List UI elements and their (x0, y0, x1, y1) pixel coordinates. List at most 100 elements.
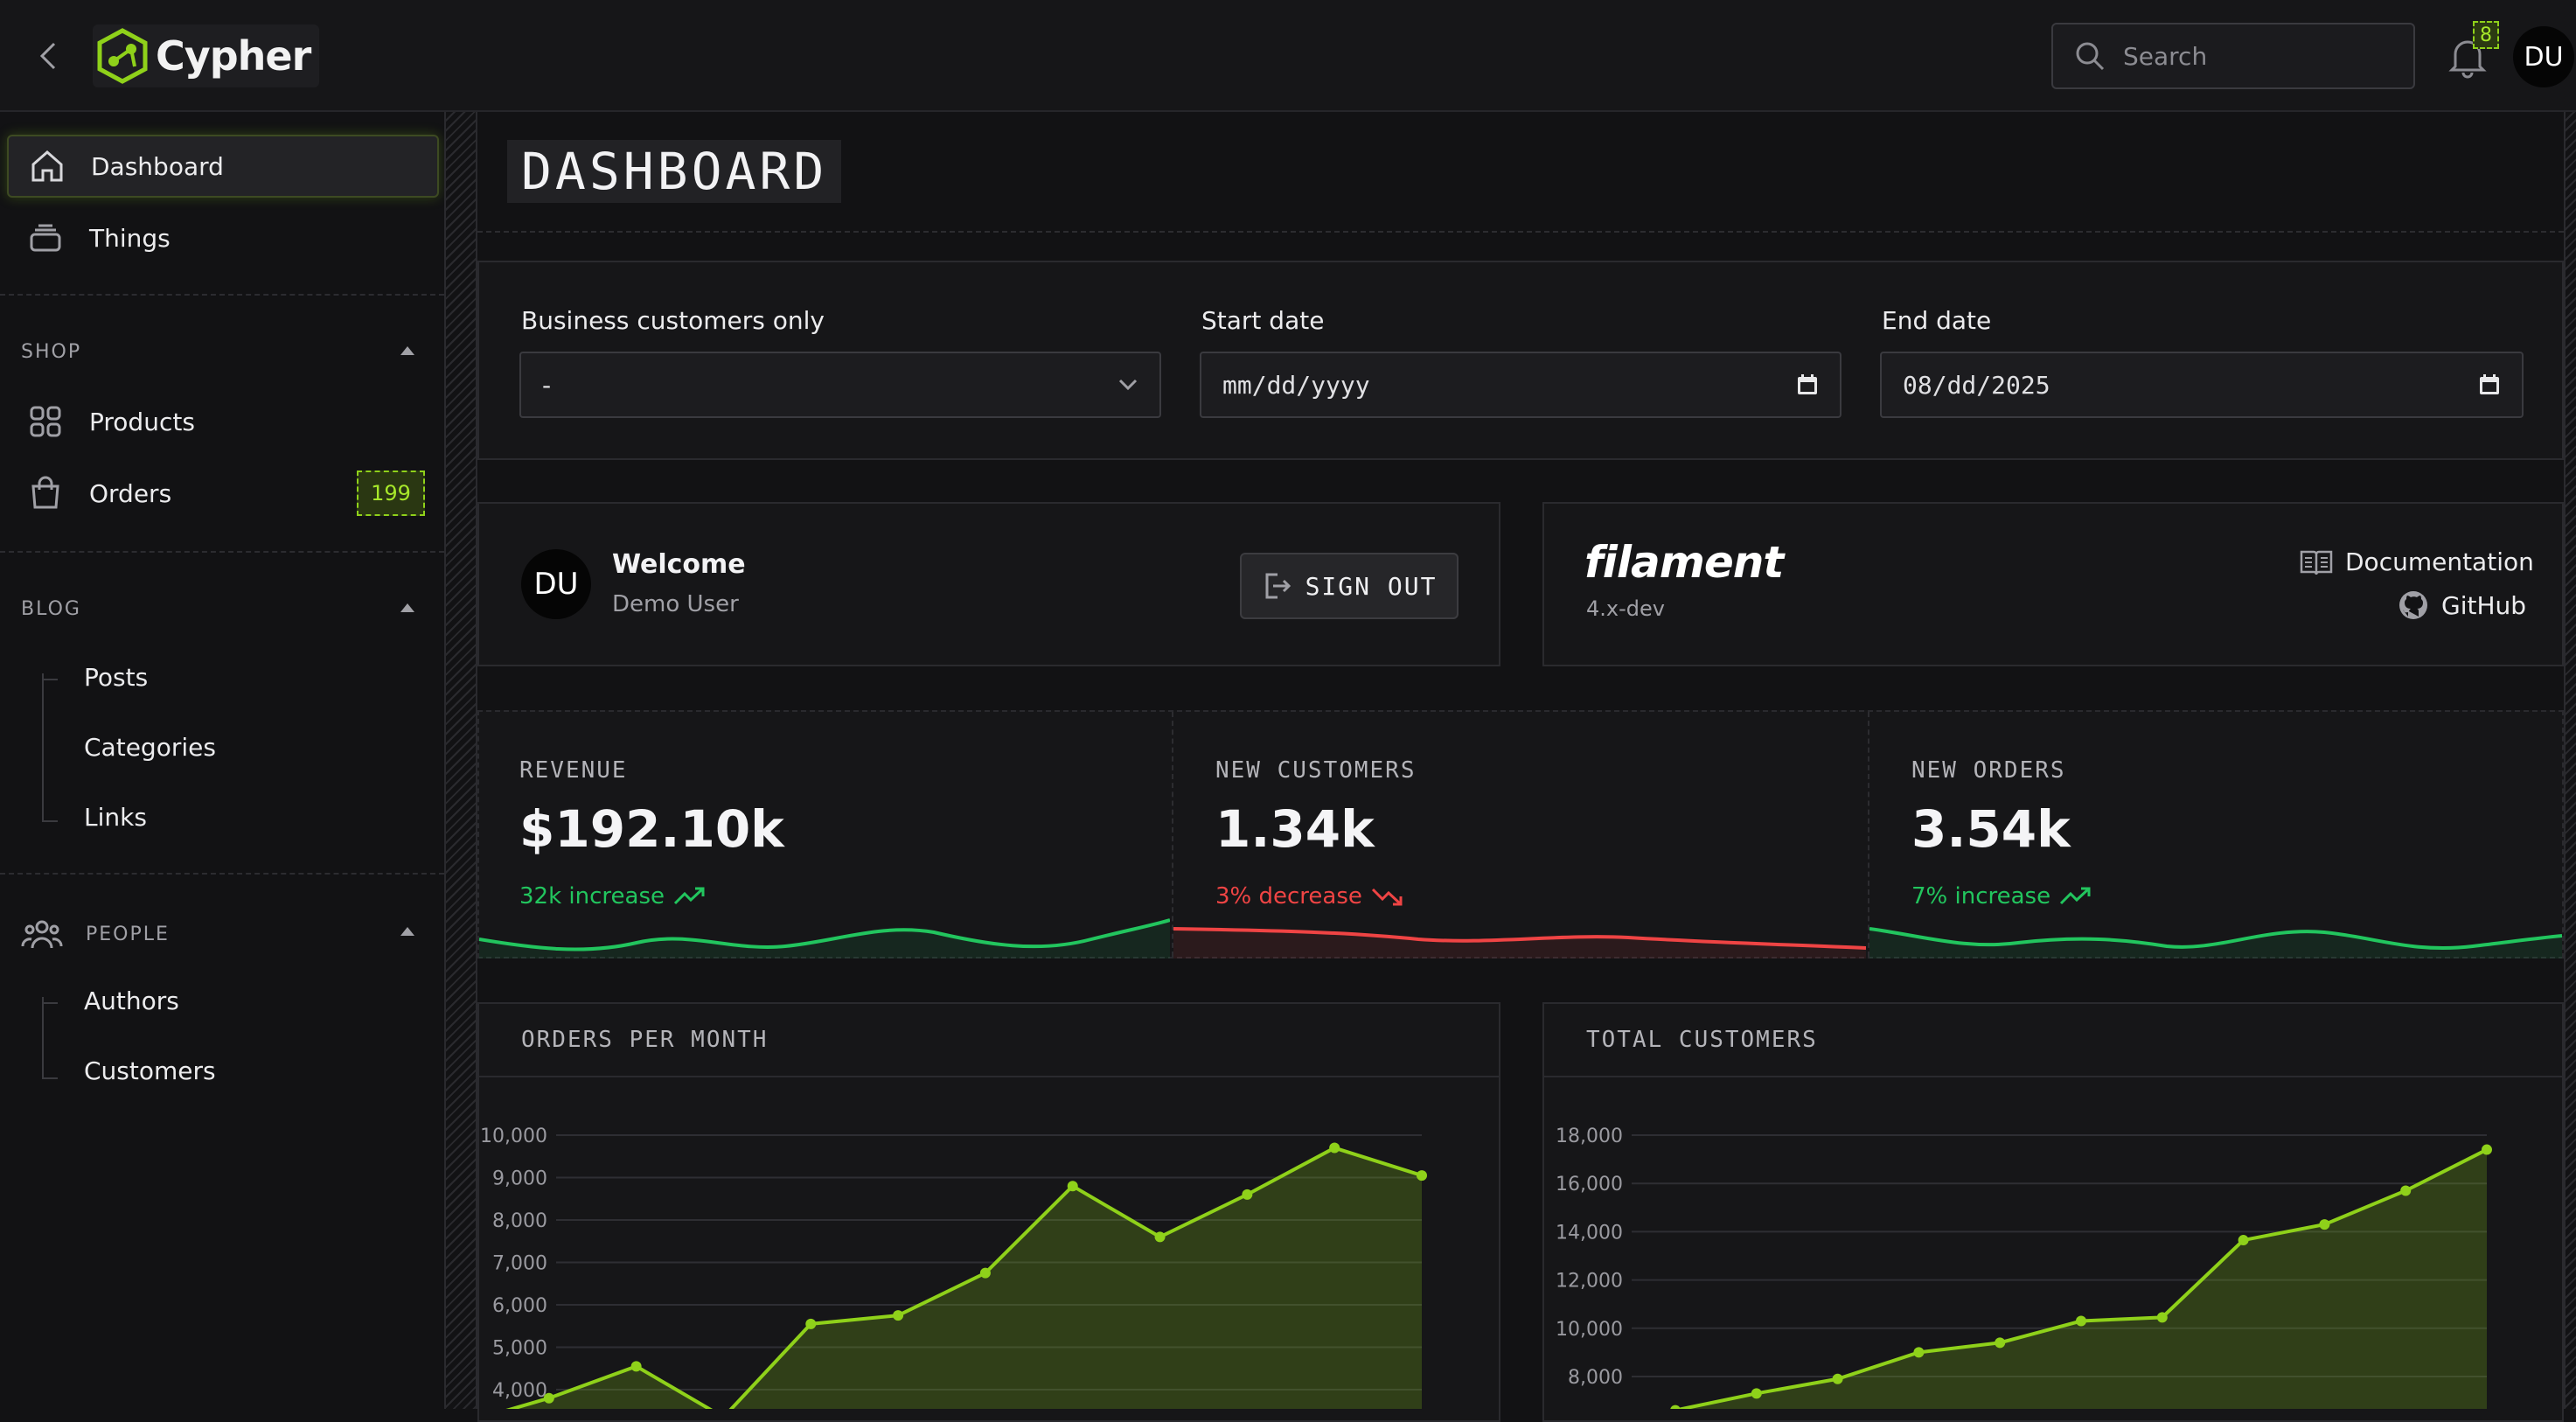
stat-divider (1868, 712, 1869, 957)
layers-icon (24, 217, 66, 259)
end-date-value: 08/dd/2025 (1903, 370, 2050, 400)
data-point[interactable] (543, 1392, 554, 1404)
data-point[interactable] (2400, 1185, 2412, 1196)
sidebar-item-orders[interactable]: Orders (7, 462, 439, 525)
data-point[interactable] (2156, 1312, 2168, 1323)
app-logo[interactable]: Cypher (93, 24, 320, 87)
y-tick-label: 16,000 (1556, 1174, 1623, 1195)
page-title: DASHBOARD (507, 140, 842, 203)
sidebar-divider (0, 294, 444, 296)
welcome-title: Welcome (612, 549, 746, 580)
data-point[interactable] (2076, 1315, 2086, 1327)
caret-up-icon[interactable] (399, 345, 416, 357)
y-tick-label: 6,000 (492, 1295, 547, 1317)
data-point[interactable] (1067, 1181, 1078, 1192)
stat-divider (1172, 712, 1173, 957)
orders-count-badge: 199 (357, 471, 425, 516)
documentation-link[interactable]: Documentation (2300, 547, 2534, 576)
business-filter-value: - (542, 370, 552, 400)
y-tick-label: 12,000 (1556, 1271, 1623, 1293)
y-tick-label: 4,000 (492, 1380, 547, 1402)
data-point[interactable] (1670, 1405, 1681, 1409)
sidebar-item-dashboard[interactable]: Dashboard (7, 135, 439, 198)
business-filter-select[interactable]: - (519, 352, 1161, 418)
bell-icon[interactable] (2443, 31, 2492, 80)
series-area (1675, 1149, 2487, 1409)
sidebar-item-categories[interactable]: Categories (84, 733, 216, 762)
stat-new-customers-value: 1.34k (1215, 799, 1375, 859)
caret-up-icon[interactable] (399, 925, 416, 938)
data-point[interactable] (630, 1361, 642, 1372)
revenue-sparkline (479, 918, 1170, 958)
data-point[interactable] (2319, 1219, 2330, 1230)
calendar-icon (1798, 374, 1817, 394)
customers-chart-widget (1542, 1002, 2564, 1422)
data-point[interactable] (893, 1310, 904, 1321)
y-tick-label: 18,000 (1556, 1126, 1623, 1147)
data-point[interactable] (2482, 1144, 2492, 1155)
sign-out-button[interactable]: SIGN OUT (1240, 553, 1459, 619)
end-date-label: End date (1882, 306, 1992, 335)
data-point[interactable] (805, 1318, 817, 1329)
data-point[interactable] (1751, 1388, 1762, 1399)
title-divider (477, 231, 2564, 233)
stat-new-orders-label: NEW ORDERS (1911, 757, 2066, 784)
data-point[interactable] (1832, 1373, 1843, 1384)
welcome-user-name: Demo User (612, 591, 739, 617)
app-name: Cypher (156, 32, 311, 80)
welcome-avatar: DU (521, 549, 591, 619)
stat-new-customers-description: 3% decrease (1215, 883, 1404, 910)
start-date-placeholder: mm/dd/yyyy (1222, 370, 1370, 400)
sidebar-item-links[interactable]: Links (84, 803, 147, 832)
filament-logo[interactable]: filament (1584, 537, 1784, 588)
trending-down-icon (1371, 888, 1403, 906)
user-avatar[interactable]: DU (2513, 26, 2574, 87)
group-label: PEOPLE (86, 923, 170, 945)
data-point[interactable] (1417, 1170, 1427, 1182)
sidebar-group-shop[interactable]: SHOP (21, 341, 81, 363)
tree-tick (42, 1077, 58, 1079)
data-point[interactable] (1913, 1347, 1925, 1358)
caret-up-icon[interactable] (399, 602, 416, 614)
data-point[interactable] (1329, 1142, 1340, 1154)
orders-chart-title: ORDERS PER MONTH (479, 1004, 1499, 1077)
tree-line (42, 997, 44, 1079)
tree-line (42, 673, 44, 822)
end-date-input[interactable]: 08/dd/2025 (1880, 352, 2524, 418)
group-label: BLOG (21, 598, 81, 620)
data-point[interactable] (1995, 1337, 2006, 1349)
shopping-bag-icon (24, 472, 66, 514)
sidebar-item-posts[interactable]: Posts (84, 663, 149, 692)
data-point[interactable] (2238, 1235, 2249, 1246)
y-tick-label: 9,000 (492, 1168, 547, 1190)
sidebar-item-authors[interactable]: Authors (84, 986, 179, 1015)
sidebar-item-label: Things (89, 223, 171, 253)
start-date-input[interactable]: mm/dd/yyyy (1200, 352, 1841, 418)
top-bar: Cypher 8 DU (0, 0, 2576, 112)
series-line (505, 1146, 1423, 1409)
book-open-icon (2300, 550, 2333, 575)
filament-info-widget (1542, 502, 2564, 666)
notifications-badge: 8 (2473, 21, 2499, 49)
search-input[interactable] (2123, 41, 2385, 71)
documentation-label: Documentation (2345, 547, 2534, 576)
sidebar-divider (0, 873, 444, 875)
sidebar-item-things[interactable]: Things (7, 206, 439, 269)
data-point[interactable] (1242, 1188, 1253, 1200)
sidebar-item-customers[interactable]: Customers (84, 1056, 216, 1085)
chevron-down-icon (1118, 379, 1138, 391)
sidebar-item-label: Orders (89, 478, 172, 508)
y-tick-label: 8,000 (492, 1210, 547, 1232)
sidebar-group-blog[interactable]: BLOG (21, 598, 81, 620)
stat-description-text: 32k increase (519, 883, 665, 910)
github-link[interactable]: GitHub (2398, 589, 2526, 621)
tree-tick (42, 679, 58, 680)
collapse-sidebar-button[interactable] (30, 38, 65, 73)
trending-up-icon (2060, 887, 2091, 905)
search-box[interactable] (2051, 23, 2415, 89)
sidebar-group-people[interactable]: PEOPLE (21, 917, 170, 951)
data-point[interactable] (979, 1267, 991, 1279)
search-icon (2076, 42, 2105, 71)
sidebar-item-products[interactable]: Products (7, 390, 439, 453)
data-point[interactable] (1154, 1231, 1166, 1243)
